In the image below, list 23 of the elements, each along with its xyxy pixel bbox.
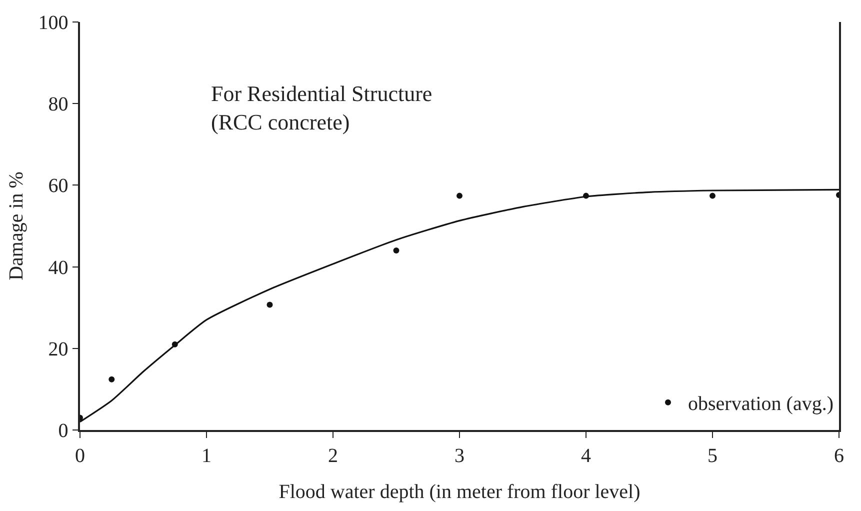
point — [108, 376, 115, 382]
point — [710, 192, 716, 199]
x-tick-label: 1 — [202, 444, 212, 467]
x-tick-label: 5 — [708, 444, 718, 467]
y-tick-label: 20 — [48, 338, 68, 360]
y-tick-label: 80 — [48, 94, 68, 116]
x-tick-label: 2 — [328, 444, 338, 467]
y-tick-label: 0 — [58, 420, 68, 442]
annotation: For Residential Structure (RCC concrete) — [211, 81, 432, 135]
x-tick-label: 3 — [454, 444, 464, 467]
point — [456, 192, 462, 199]
y-tick-label: 40 — [48, 256, 68, 279]
x-axis-title: Flood water depth (in meter from floor level) — [278, 480, 640, 503]
y-tick-label: 60 — [48, 175, 68, 198]
legend-label: observation (avg.) — [688, 393, 834, 416]
y-tick-label: 100 — [38, 12, 68, 34]
point — [266, 302, 273, 308]
line-series — [80, 188, 839, 423]
x-tick-label: 0 — [75, 444, 85, 467]
y-axis-title: Damage in % — [5, 172, 28, 280]
x-tick-label: 6 — [834, 444, 844, 467]
x-tick-label: 4 — [581, 444, 591, 467]
point — [393, 247, 400, 254]
